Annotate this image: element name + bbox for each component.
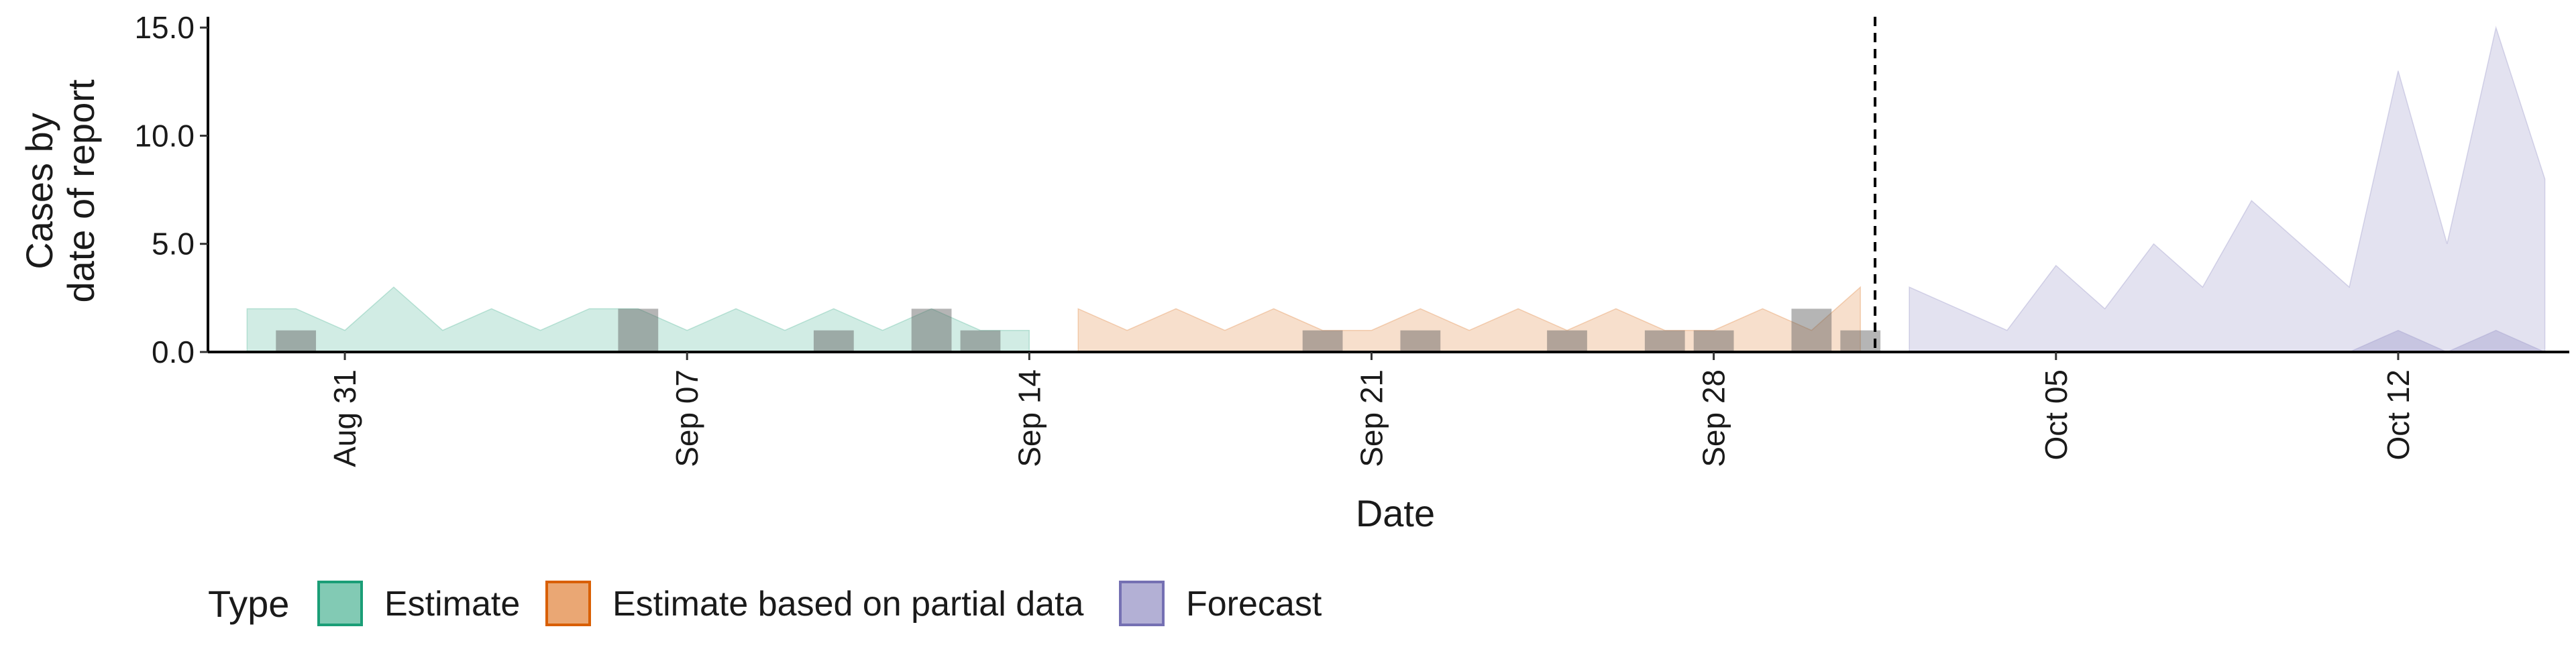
axes: 0.0 5.0 10.0 15.0 Aug 31 Sep 07 Sep 14 Sep 21 Se… [18, 10, 2569, 534]
x-tick-label: Oct 05 [2039, 369, 2074, 461]
legend-label: Estimate [384, 585, 520, 624]
y-tick-label: 10.0 [134, 118, 195, 153]
reported-case-bar [1302, 330, 1343, 352]
plot-area [246, 17, 2546, 353]
reported-case-bar [813, 330, 854, 352]
y-axis-title-line: Cases by [18, 113, 60, 269]
reported-case-bar [618, 308, 659, 352]
x-tick-label: Oct 12 [2381, 369, 2416, 461]
x-tick-label: Sep 07 [669, 369, 704, 467]
legend-key-2 [1119, 581, 1165, 626]
y-tick-label: 5.0 [152, 227, 195, 261]
legend-title: Type [208, 583, 289, 625]
reported-case-bar [1644, 330, 1685, 352]
reported-case-bar [1547, 330, 1587, 352]
x-tick-label: Sep 28 [1697, 369, 1731, 467]
x-axis-title: Date [1356, 492, 1435, 534]
y-tick-label: 15.0 [134, 10, 195, 45]
series-1-band [1077, 286, 1862, 353]
reported-case-bar [1400, 330, 1441, 352]
series-2-band [1909, 25, 2546, 353]
legend-label: Estimate based on partial data [612, 585, 1084, 624]
legend: Type Estimate Estimate based on partial da… [208, 581, 1322, 626]
legend-key-0 [317, 581, 363, 626]
reported-case-bar [911, 308, 952, 352]
reported-case-bar [1693, 330, 1734, 352]
y-axis-title-line: date of report [60, 79, 102, 303]
legend-key-1 [545, 581, 591, 626]
reported-case-bar [1791, 308, 1832, 352]
reported-case-bar [276, 330, 317, 352]
legend-label: Forecast [1186, 585, 1322, 624]
reported-case-bar [960, 330, 1001, 352]
y-tick-label: 0.0 [152, 335, 195, 369]
x-tick-label: Sep 14 [1012, 369, 1046, 467]
x-tick-label: Sep 21 [1354, 369, 1389, 467]
x-tick-label: Aug 31 [327, 369, 362, 467]
